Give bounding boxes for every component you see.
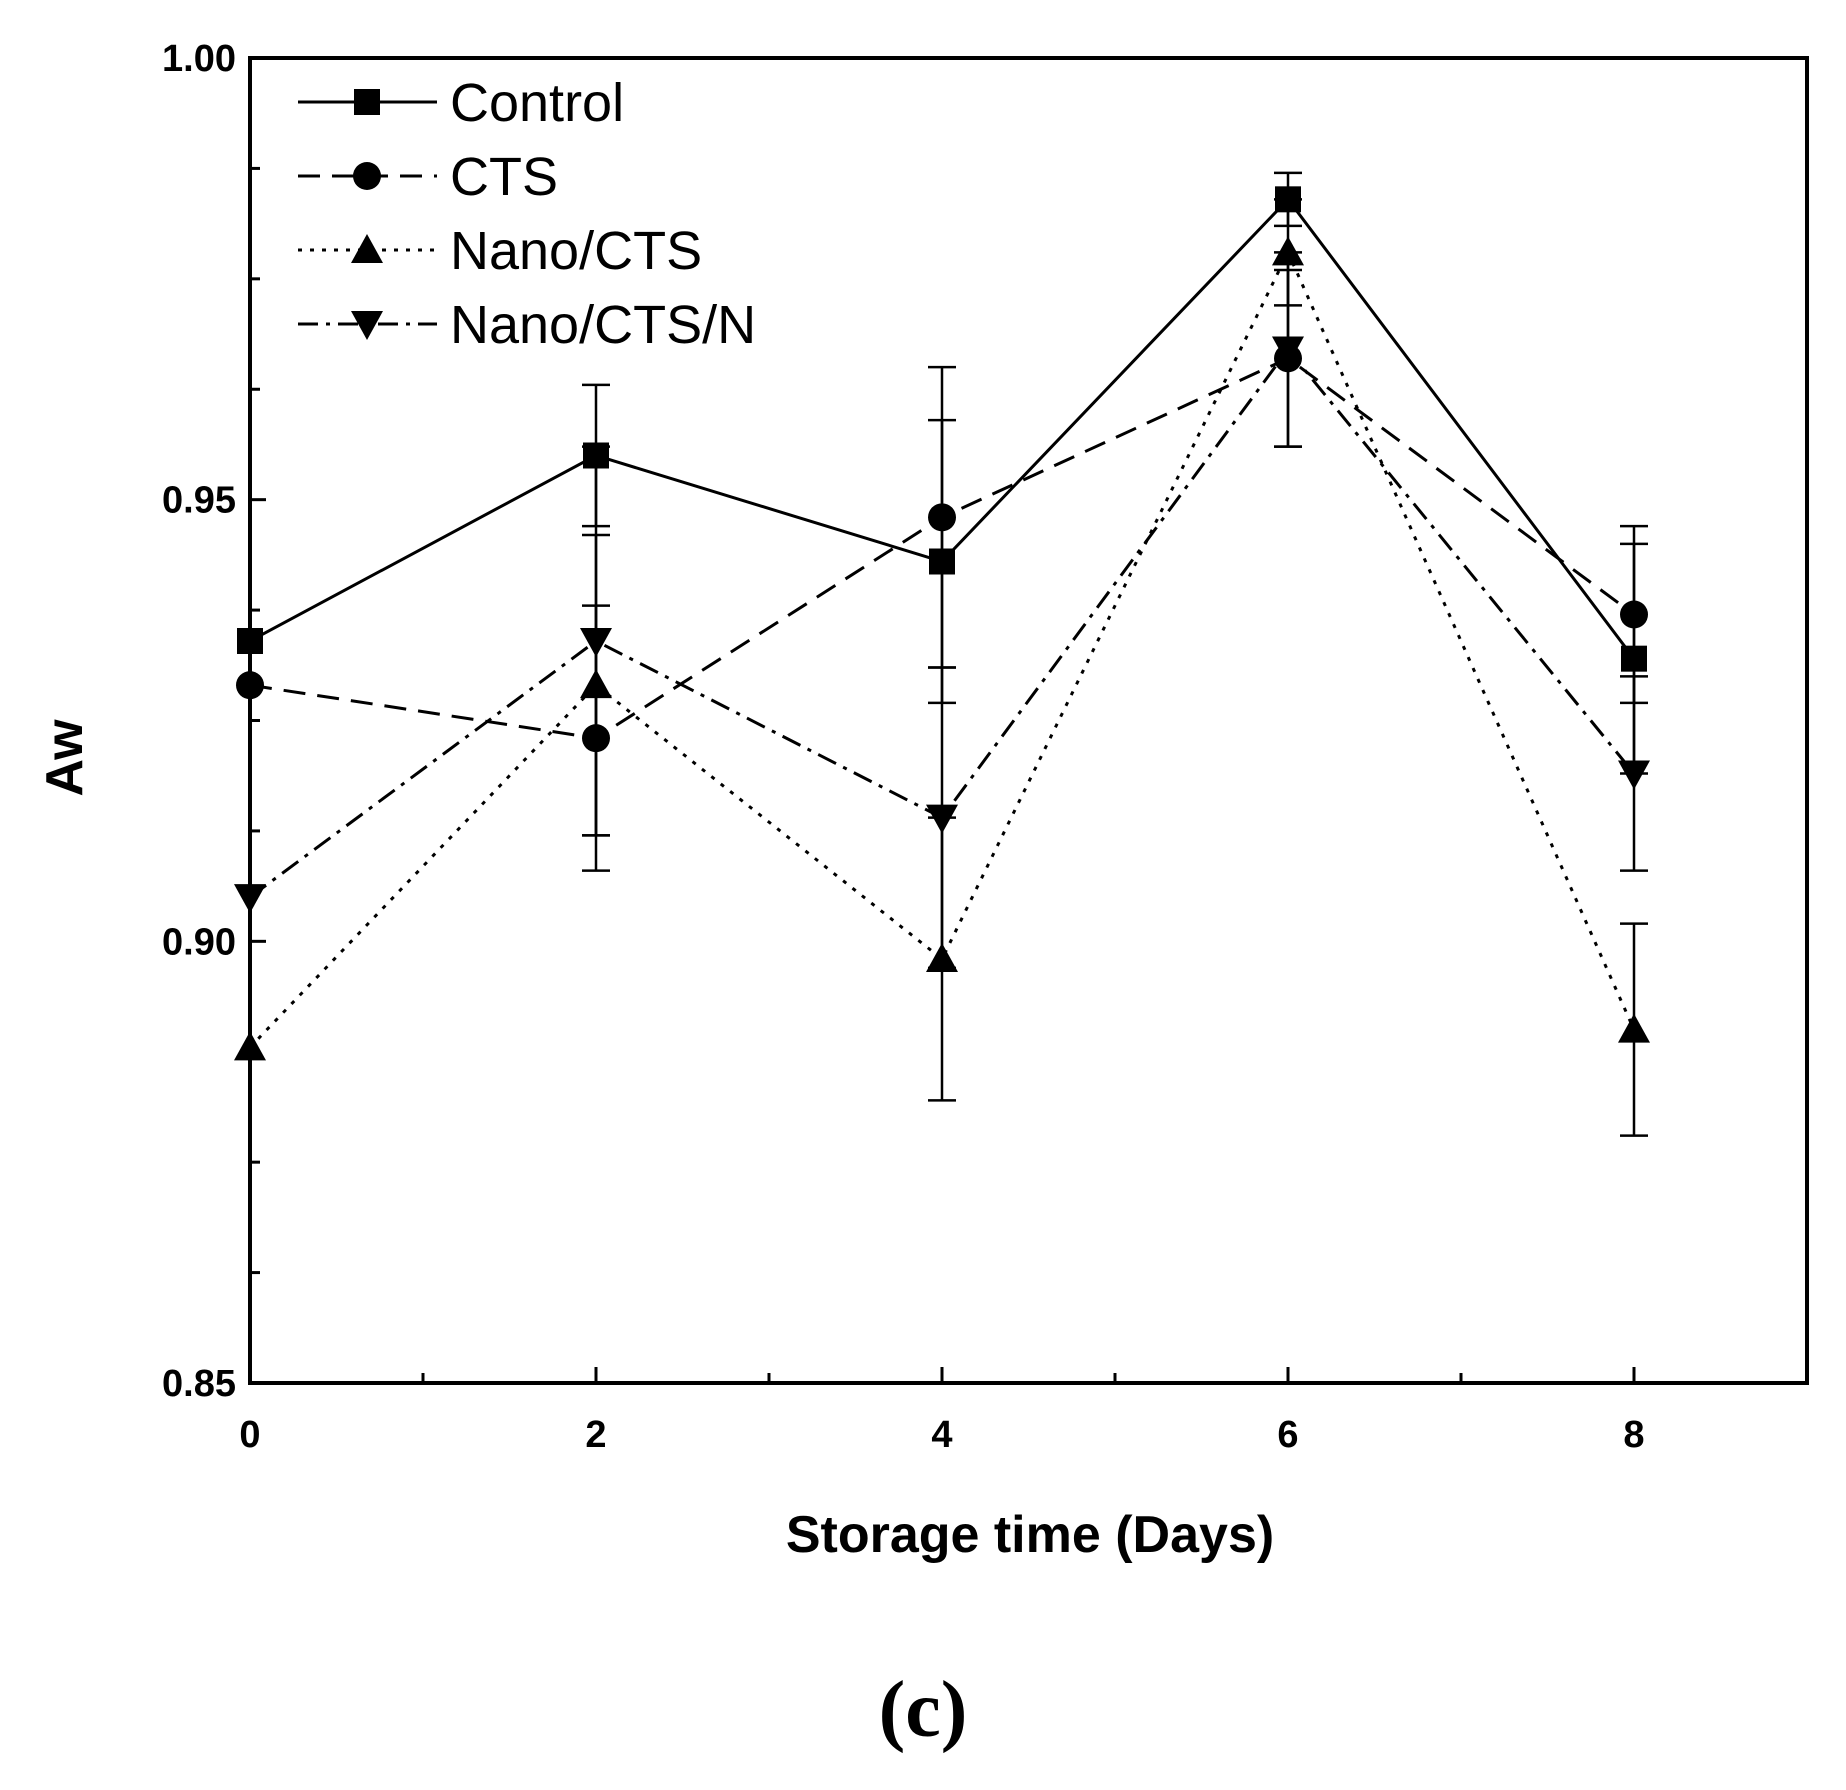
- data-point-control-6: [1275, 186, 1301, 213]
- legend: Control CTS Nano/CTS Nano/CTS/N: [298, 73, 756, 355]
- legend-marker-nano-cts-n: [351, 311, 383, 340]
- legend-label-control: Control: [450, 73, 624, 133]
- data-point-cts-8: [1620, 600, 1648, 629]
- data-point-nano-cts-n-8: [1618, 760, 1650, 790]
- legend-label-nano-cts-n: Nano/CTS/N: [450, 295, 756, 355]
- data-point-nano-cts-n-2: [580, 628, 612, 657]
- legend-label-cts: CTS: [450, 147, 558, 207]
- data-point-nano-cts-n-4: [926, 804, 958, 834]
- y-axis-title: Aw: [36, 719, 94, 797]
- legend-marker-control: [354, 89, 380, 115]
- panel-label: (c): [878, 1666, 968, 1754]
- legend-marker-nano-cts: [351, 234, 383, 263]
- y-tick-label-1: 0.90: [162, 921, 236, 963]
- data-point-control-4: [929, 548, 955, 575]
- legend-marker-cts: [353, 162, 381, 190]
- x-tick-label-8: 8: [1623, 1414, 1644, 1456]
- legend-label-nano-cts: Nano/CTS: [450, 221, 702, 281]
- markers-layer: [234, 186, 1650, 1061]
- x-tick-label-2: 2: [585, 1414, 606, 1456]
- y-tick-label-2: 0.95: [162, 480, 236, 522]
- data-point-cts-4: [928, 503, 956, 532]
- data-point-control-8: [1621, 645, 1647, 672]
- x-tick-label-6: 6: [1277, 1414, 1298, 1456]
- data-point-nano-cts-6: [1272, 236, 1304, 266]
- data-point-nano-cts-4: [926, 943, 958, 972]
- data-point-nano-cts-2: [580, 669, 612, 699]
- ticks-layer: 0 2 4 6 8 0.85 0.90 0.95 1.00: [162, 38, 1809, 1456]
- data-point-control-2: [583, 442, 609, 469]
- y-tick-label-0: 0.85: [162, 1363, 236, 1405]
- x-tick-label-4: 4: [931, 1414, 952, 1456]
- x-tick-label-0: 0: [239, 1414, 260, 1456]
- y-tick-label-3: 1.00: [162, 38, 236, 80]
- data-point-nano-cts-n-6: [1272, 336, 1304, 366]
- data-point-cts-2: [582, 724, 610, 753]
- data-point-nano-cts-8: [1618, 1013, 1650, 1043]
- x-axis-title: Storage time (Days): [786, 1506, 1274, 1564]
